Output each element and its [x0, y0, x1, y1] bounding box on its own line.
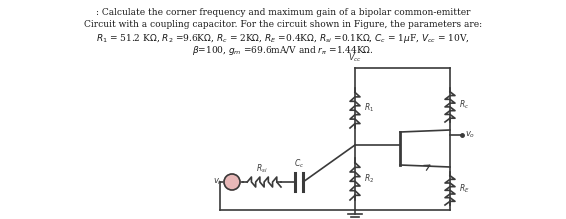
- Text: $V_{cc}$: $V_{cc}$: [348, 51, 362, 64]
- Text: $\beta$=100, $g_m$ =69.6mA/V and $r_\pi$ =1.44K$\Omega$.: $\beta$=100, $g_m$ =69.6mA/V and $r_\pi$…: [192, 44, 374, 57]
- Text: $C_c$: $C_c$: [294, 157, 304, 170]
- Text: $R_1$ = 51.2 K$\Omega$, $R_2$ =9.6K$\Omega$, $R_c$ = 2K$\Omega$, $R_E$ =0.4K$\Om: $R_1$ = 51.2 K$\Omega$, $R_2$ =9.6K$\Ome…: [96, 32, 470, 45]
- Text: $R_{si}$: $R_{si}$: [256, 162, 268, 175]
- Text: $R_1$: $R_1$: [364, 102, 374, 114]
- Text: Circuit with a coupling capacitor. For the circuit shown in Figure, the paramete: Circuit with a coupling capacitor. For t…: [84, 20, 482, 29]
- Text: $v_o$: $v_o$: [465, 130, 475, 140]
- Text: : Calculate the corner frequency and maximum gain of a bipolar common-emitter: : Calculate the corner frequency and max…: [96, 8, 470, 17]
- Text: $R_2$: $R_2$: [364, 173, 374, 185]
- Text: $R_E$: $R_E$: [459, 182, 470, 195]
- Text: $R_c$: $R_c$: [459, 99, 469, 111]
- Text: $v_i$: $v_i$: [213, 177, 222, 187]
- Circle shape: [224, 174, 240, 190]
